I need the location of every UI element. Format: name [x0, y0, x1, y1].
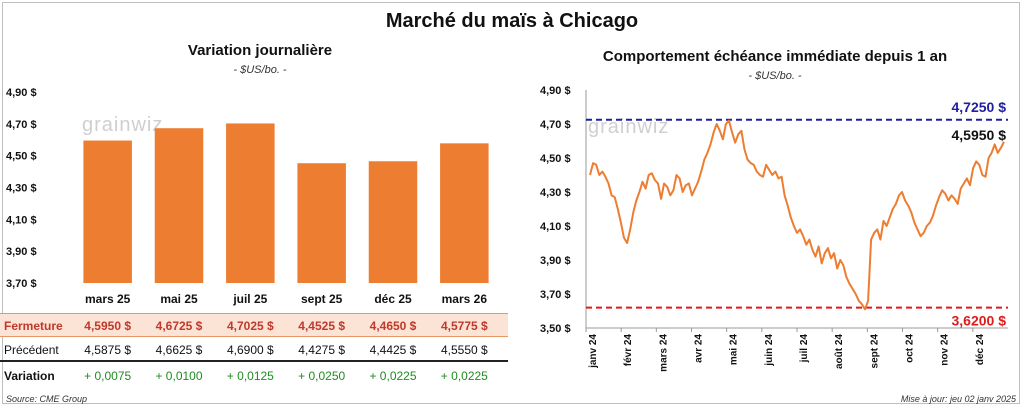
row-label: Précédent: [4, 343, 59, 357]
x-month-label: sept 24: [869, 334, 880, 369]
table-cell: 4,5950 $: [84, 319, 132, 333]
table-cell: 4,5550 $: [440, 343, 488, 357]
table-cell: 4,4650 $: [369, 319, 417, 333]
x-month-label: déc 24: [975, 334, 986, 366]
chart-frame: [2, 2, 1020, 404]
bar: [297, 163, 346, 283]
x-category-label: juil 25: [232, 292, 267, 306]
table-cell: + 0,0250: [298, 369, 346, 383]
table-row: Précédent 4,5875 $ 4,6625 $ 4,6900 $ 4,4275 …: [0, 338, 508, 362]
y-tick-label: 3,50 $: [540, 323, 571, 335]
right-line-chart: 3,50 $ 3,70 $ 3,90 $ 4,10 $ 4,30 $ 4,50 $ 4,70…: [540, 85, 1008, 372]
x-month-label: nov 24: [940, 334, 951, 366]
table-cell: 4,4425 $: [369, 343, 417, 357]
y-tick-label: 3,70 $: [540, 289, 571, 301]
table-row: Fermeture 4,5950 $ 4,6725 $ 4,7025 $ 4,4525 …: [0, 313, 508, 337]
y-tick-label: 4,50 $: [6, 151, 37, 163]
x-month-label: août 24: [834, 334, 845, 369]
table-cell: + 0,0225: [440, 369, 488, 383]
table-cell: + 0,0100: [155, 369, 203, 383]
row-label: Fermeture: [4, 319, 63, 333]
x-category-label: déc 25: [374, 292, 412, 306]
bar: [440, 143, 489, 283]
right-chart-title: Comportement échéance immédiate depuis 1…: [602, 48, 948, 65]
table-cell: + 0,0075: [84, 369, 132, 383]
price-series-line: [589, 119, 1005, 311]
table-cell: 4,4525 $: [298, 319, 346, 333]
right-watermark: grainwiz: [588, 116, 670, 138]
left-chart-unit: - $US/bo. -: [233, 64, 287, 76]
table-cell: 4,5875 $: [84, 343, 132, 357]
left-watermark: grainwiz: [82, 114, 164, 136]
page-title: Marché du maïs à Chicago: [385, 10, 639, 32]
x-category-label: mars 26: [442, 292, 488, 306]
bar: [83, 140, 132, 283]
source-note: Source: CME Group: [6, 394, 88, 404]
x-month-label: juin 24: [764, 334, 775, 367]
max-value-label: 4,7250 $: [952, 99, 1007, 115]
y-tick-label: 4,10 $: [540, 221, 571, 233]
table-cell: 4,6625 $: [155, 343, 203, 357]
bar: [226, 123, 275, 283]
table-cell: 4,6900 $: [226, 343, 274, 357]
min-value-label: 3,6200 $: [952, 313, 1007, 329]
row-label: Variation: [4, 369, 55, 383]
table-cell: 4,4275 $: [298, 343, 346, 357]
y-tick-label: 3,70 $: [6, 278, 37, 290]
x-month-label: janv 24: [588, 334, 599, 369]
y-tick-label: 4,70 $: [540, 119, 571, 131]
y-tick-label: 4,10 $: [6, 214, 37, 226]
x-category-label: sept 25: [301, 292, 343, 306]
left-chart-title: Variation journalière: [187, 42, 333, 59]
y-tick-label: 4,70 $: [6, 119, 37, 131]
bar: [368, 161, 418, 283]
y-tick-label: 3,90 $: [6, 246, 37, 258]
y-tick-label: 4,30 $: [6, 183, 37, 195]
bar: [154, 128, 204, 283]
last-value-label: 4,5950 $: [952, 127, 1007, 143]
table-row: Variation + 0,0075 + 0,0100 + 0,0125 + 0,025…: [0, 364, 508, 388]
y-tick-label: 4,50 $: [540, 153, 571, 165]
table-cell: 4,6725 $: [155, 319, 203, 333]
table-cell: + 0,0225: [369, 369, 417, 383]
table-cell: 4,7025 $: [226, 319, 274, 333]
x-month-label: mai 24: [729, 334, 740, 366]
right-chart-unit: - $US/bo. -: [748, 70, 802, 82]
x-category-label: mai 25: [160, 292, 198, 306]
y-tick-label: 4,90 $: [540, 85, 571, 97]
x-month-label: févr 24: [623, 334, 634, 367]
x-month-label: avr 24: [694, 334, 705, 363]
x-month-label: juil 24: [799, 334, 810, 364]
y-tick-label: 4,30 $: [540, 187, 571, 199]
table-cell: 4,5775 $: [440, 319, 488, 333]
update-note: Mise à jour: jeu 02 janv 2025: [900, 394, 1016, 404]
table-cell: + 0,0125: [226, 369, 274, 383]
y-tick-label: 4,90 $: [6, 87, 37, 99]
x-month-label: mars 24: [658, 334, 669, 372]
x-month-label: oct 24: [905, 334, 916, 363]
x-category-label: mars 25: [85, 292, 131, 306]
left-bar-chart: 3,70 $ 3,90 $ 4,10 $ 4,30 $ 4,50 $ 4,70 $ 4,90…: [6, 87, 489, 306]
y-tick-label: 3,90 $: [540, 255, 571, 267]
